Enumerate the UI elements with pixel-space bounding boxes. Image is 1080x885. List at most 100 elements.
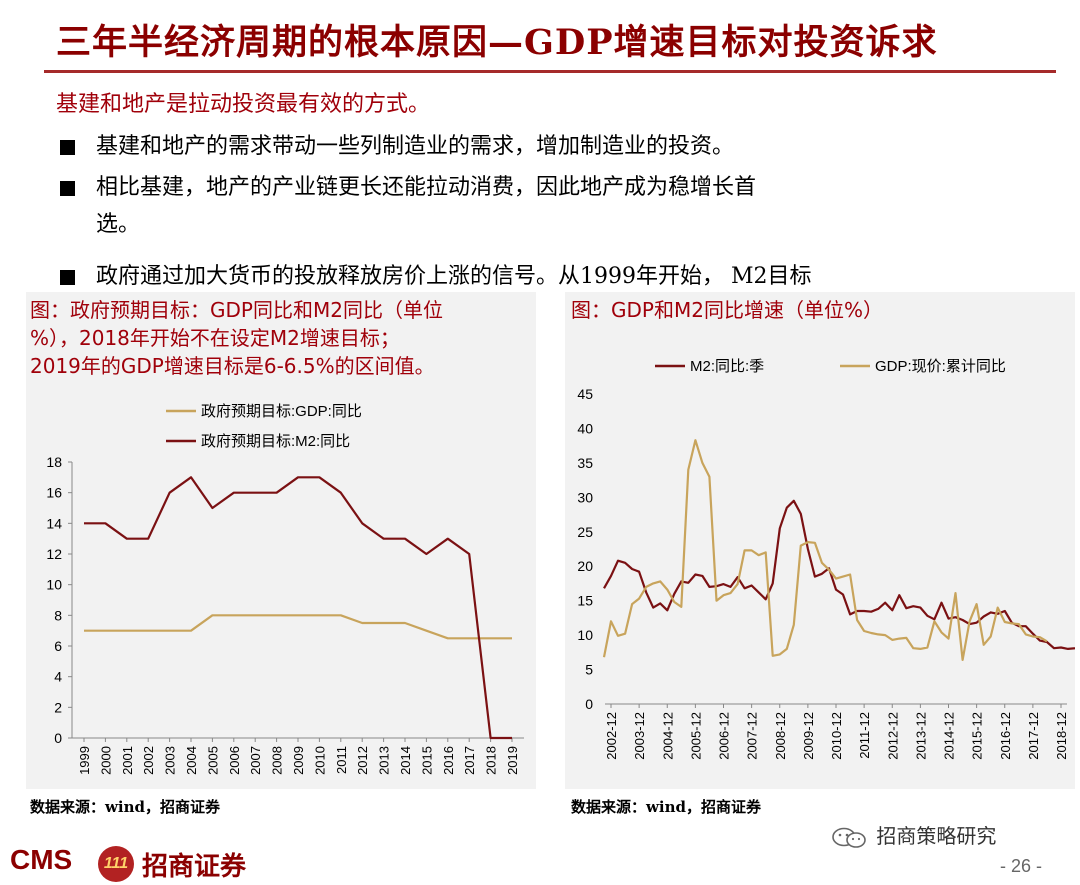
y-tick-label: 30 [577,489,593,505]
y-tick-label: 10 [46,577,62,593]
bullet-square-icon [60,270,75,285]
x-tick-label: 2004 [184,746,199,775]
brand-emblem-icon: 111 [98,846,134,882]
slide-subtitle: 基建和地产是拉动投资最有效的方式。 [56,92,431,117]
x-tick-label: 2018-12 [1054,712,1069,760]
x-tick-label: 2008 [270,746,285,775]
y-tick-label: 45 [577,386,593,402]
y-tick-label: 8 [54,607,62,623]
legend-label: 政府预期目标:GDP:同比 [201,403,362,420]
bullet-list: 基建和地产的需求带动一些列制造业的需求，增加制造业的投资。 相比基建，地产的产业… [56,128,1056,289]
x-tick-label: 2006-12 [717,712,732,760]
bullet-square-icon [60,181,75,196]
y-tick-label: 16 [46,485,62,501]
bullet-text-1: 基建和地产的需求带动一些列制造业的需求，增加制造业的投资。 [96,134,735,159]
x-tick-label: 2000 [98,746,113,775]
bullet-text-2-line-2: 选。 [96,212,141,237]
x-tick-label: 2013 [377,746,392,775]
y-tick-label: 35 [577,455,593,471]
y-tick-label: 6 [54,638,62,654]
slide-title: 三年半经济周期的根本原因—GDP增速目标对投资诉求 [56,22,938,63]
x-tick-label: 2003 [163,746,178,775]
x-tick-label: 2011 [334,746,349,774]
x-tick-label: 2010-12 [829,712,844,760]
left-figure-panel: 图：政府预期目标：GDP同比和M2同比（单位 %），2018年开始不在设定M2增… [26,292,536,824]
bullet-item-3: 政府通过加大货币的投放释放房价上涨的信号。从1999年开始， M2目标 [56,258,1080,295]
x-tick-label: 2016-12 [998,712,1013,760]
brand-emblem-text: 111 [103,855,129,872]
series-line [84,476,512,740]
brand-logo-en: CMS [10,844,73,875]
left-figure-source: 数据来源：wind，招商证券 [30,798,221,816]
x-tick-label: 2004-12 [660,712,675,760]
y-tick-label: 40 [577,420,593,436]
x-tick-label: 2007-12 [745,712,760,760]
left-figure-title-line-2: %），2018年开始不在设定M2增速目标； [30,326,400,350]
x-tick-label: 2019 [505,746,520,775]
series-line [84,614,512,640]
bullet-text-2-line-1: 相比基建，地产的产业链更长还能拉动消费，因此地产成为稳增长首 [96,175,757,200]
x-tick-label: 2015-12 [970,712,985,760]
legend-label: GDP:现价:累计同比 [875,358,1006,375]
brand-logo: CMS 111 招商证券 [10,844,270,884]
left-figure-title: 图：政府预期目标：GDP同比和M2同比（单位 %），2018年开始不在设定M2增… [30,296,443,380]
right-figure-background [565,292,1075,789]
y-tick-label: 2 [54,699,62,715]
right-figure-title: 图：GDP和M2同比增速（单位%） [571,298,883,322]
x-tick-label: 2009 [291,746,306,775]
x-tick-label: 2003-12 [632,712,647,760]
y-tick-label: 14 [46,515,62,531]
series-line [603,499,1075,650]
right-line-chart: M2:同比:季 GDP:现价:累计同比 0 5 10 15 20 25 30 35 40 45 2002… [577,358,1075,760]
series-line [602,439,1048,661]
x-tick-label: 2009-12 [801,712,816,760]
bullet-item-1: 基建和地产的需求带动一些列制造业的需求，增加制造业的投资。 [56,128,1056,165]
x-tick-label: 2010 [312,746,327,775]
y-tick-label: 0 [54,730,62,746]
y-tick-label: 0 [585,696,593,712]
x-tick-label: 2015 [419,746,434,775]
bullet-text-2: 相比基建，地产的产业链更长还能拉动消费，因此地产成为稳增长首 选。 [96,175,756,237]
wechat-label: 招商策略研究 [876,824,997,848]
x-tick-label: 2007 [248,746,263,775]
title-divider [44,70,1056,73]
bullet-item-2: 相比基建，地产的产业链更长还能拉动消费，因此地产成为稳增长首 选。 [56,169,1056,243]
x-tick-label: 2014 [398,746,413,775]
left-figure-title-line-1: 图：政府预期目标：GDP同比和M2同比（单位 [30,298,443,322]
x-tick-label: 2002-12 [604,712,619,760]
y-tick-label: 12 [46,546,62,562]
x-tick-label: 2016 [441,746,456,775]
y-tick-label: 20 [577,558,593,574]
x-tick-label: 2012 [355,746,370,775]
wechat-icon [832,827,866,848]
legend-label: M2:同比:季 [690,358,764,375]
x-tick-label: 2017-12 [1026,712,1041,760]
x-tick-label: 2013-12 [913,712,928,760]
legend-label: 政府预期目标:M2:同比 [201,433,350,450]
x-tick-label: 2001 [120,746,135,775]
right-figure-source: 数据来源：wind，招商证券 [571,798,762,816]
y-tick-label: 18 [46,454,62,470]
left-figure-title-line-3: 2019年的GDP增速目标是6-6.5%的区间值。 [30,354,435,378]
x-tick-label: 2014-12 [942,712,957,760]
wechat-watermark: 招商策略研究 [830,820,996,850]
x-tick-label: 2006 [227,746,242,775]
x-tick-label: 2017 [462,746,477,775]
x-tick-label: 2005-12 [688,712,703,760]
right-figure-panel: 图：GDP和M2同比增速（单位%） M2:同比:季 GDP:现价:累计同比 0 5 10… [565,292,1075,824]
y-tick-label: 25 [577,524,593,540]
x-tick-label: 2018 [484,746,499,775]
x-tick-label: 2005 [205,746,220,775]
x-tick-label: 1999 [77,746,92,775]
x-tick-label: 2012-12 [885,712,900,760]
x-tick-label: 2002 [141,746,156,775]
y-tick-label: 10 [577,627,593,643]
y-tick-label: 15 [577,593,593,609]
bullet-square-icon [60,140,75,155]
x-tick-label: 2008-12 [773,712,788,760]
bullet-text-3: 政府通过加大货币的投放释放房价上涨的信号。从1999年开始， M2目标 [96,264,812,289]
x-tick-label: 2011-12 [857,712,872,759]
y-tick-label: 5 [585,662,593,678]
y-tick-label: 4 [54,669,62,685]
